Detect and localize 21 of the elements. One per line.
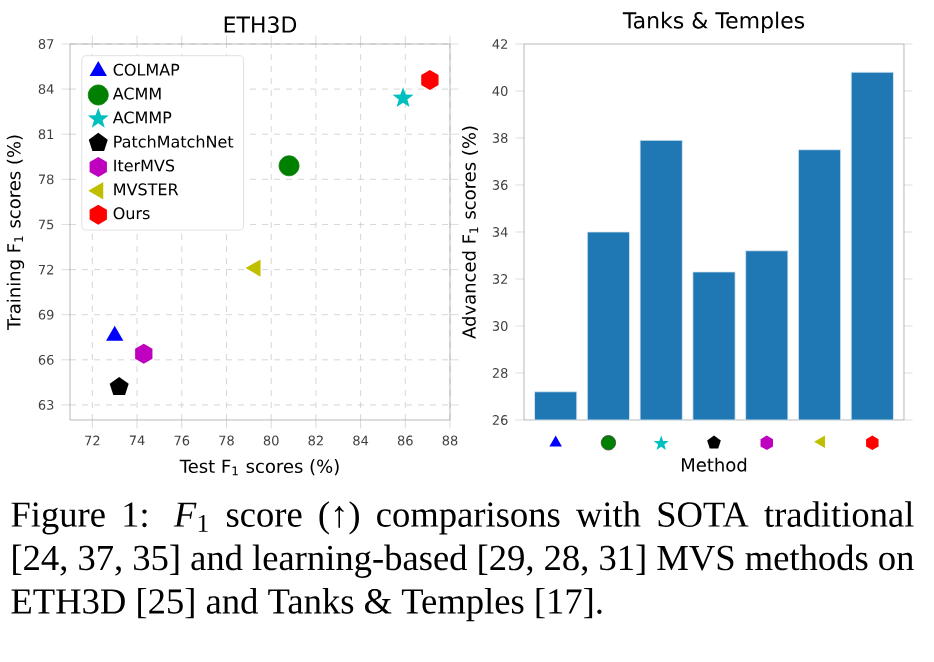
chart-title: ETH3D [224,16,297,33]
point [278,155,300,177]
x-axis-title: Test F$_{1}$ scores (%) [179,459,339,476]
legend-label: COLMAP [113,63,180,76]
legend-label: IterMVS [114,159,175,172]
point [392,87,414,108]
legend-label: ACMMP [112,111,172,124]
legend-label: PatchMatchNet [114,135,234,148]
legend-label: MVSTER [114,183,179,196]
point [421,70,439,91]
caption: Figure 1: F$_{1}$ score (↑) comparisons with SOTA traditional [24, 37, 35] and learning-based [29, 28, 31] MVS methods on ETH3D [25] and Tanks & Temples [17]. [11,501,914,622]
point [135,343,153,364]
legend-label: Ours [113,207,150,220]
point [109,376,129,395]
point [245,259,261,277]
point [106,325,124,341]
y-axis-title: Advanced F$_{1}$ scores (%) [461,126,479,339]
x-axis-title: Method [681,457,747,472]
y-axis-title: Training F$_{1}$ scores (%) [6,135,25,331]
legend-label: ACMM [112,87,161,100]
chart-title: Tanks & Temples [622,11,805,33]
